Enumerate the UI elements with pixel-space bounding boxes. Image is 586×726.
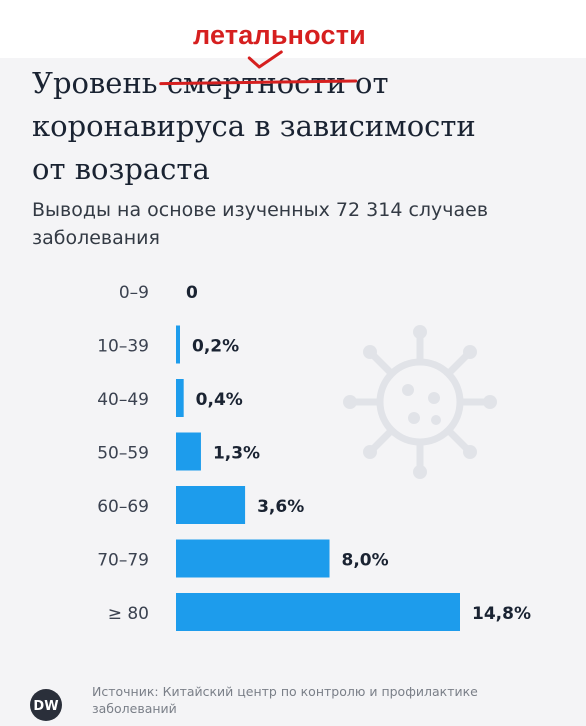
title-line-2: коронавируса в зависимости [32, 109, 476, 143]
value-label: 1,3% [213, 444, 260, 464]
bar [176, 325, 180, 364]
logo-text: DW [33, 699, 58, 714]
category-label: 0–9 [119, 283, 149, 303]
title-line-3: от возраста [32, 152, 210, 186]
handwritten-correction: летальности [193, 20, 366, 50]
bar [176, 432, 201, 471]
bar [176, 379, 184, 417]
source-note: Источник: Китайский центр по контролю и … [92, 684, 478, 716]
bar [176, 539, 330, 578]
category-label: 50–59 [97, 444, 149, 464]
chart-subtitle: Выводы на основе изученных 72 314 случае… [32, 199, 489, 249]
title-suffix: от [345, 66, 389, 100]
category-label: ≥ 80 [108, 604, 149, 624]
value-label: 14,8% [472, 604, 531, 624]
title-prefix: Уровень [32, 66, 167, 100]
title-line-1: Уровень смертности от [32, 62, 552, 105]
category-label: 60–69 [97, 497, 149, 517]
value-label: 0,2% [192, 337, 239, 357]
virus-icon [343, 325, 497, 479]
dw-logo-icon: DW [30, 689, 62, 721]
bar [176, 486, 246, 524]
category-label: 10–39 [97, 337, 149, 357]
bar [176, 593, 460, 631]
value-label: 8,0% [342, 551, 389, 571]
chart-title: Уровень смертности от коронавируса в зав… [32, 62, 552, 191]
value-label: 0 [186, 283, 198, 303]
value-label: 3,6% [257, 497, 304, 517]
value-label: 0,4% [196, 390, 243, 410]
category-label: 40–49 [97, 390, 149, 410]
category-label: 70–79 [97, 551, 149, 571]
